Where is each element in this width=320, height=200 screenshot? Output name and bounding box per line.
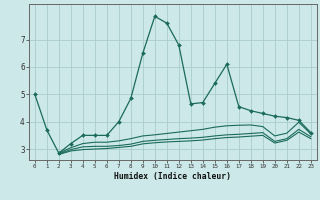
X-axis label: Humidex (Indice chaleur): Humidex (Indice chaleur) — [114, 172, 231, 181]
